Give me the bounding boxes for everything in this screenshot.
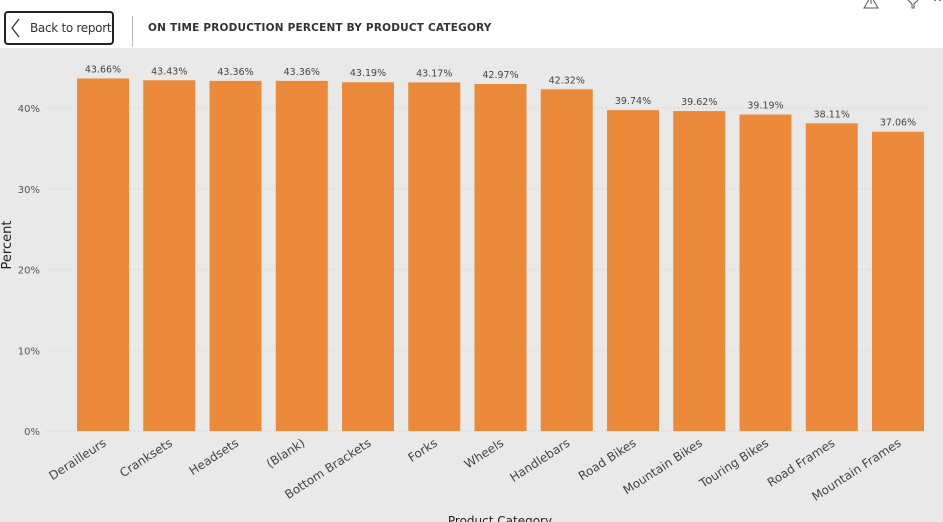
divider	[132, 16, 133, 47]
visual-title: ON TIME PRODUCTION PERCENT BY PRODUCT CA…	[148, 22, 492, 34]
y-tick-label: 20%	[18, 266, 40, 277]
bar[interactable]	[209, 80, 262, 432]
y-tick-label: 40%	[18, 104, 40, 115]
back-label: Back to report	[30, 21, 112, 35]
bar[interactable]	[540, 89, 593, 432]
bar[interactable]	[342, 82, 394, 431]
data-label: 38.11%	[814, 109, 850, 120]
x-tick-label: Wheels	[462, 436, 506, 472]
bar[interactable]	[474, 84, 527, 432]
warning-icon[interactable]	[862, 0, 880, 10]
x-axis-title: Product Category	[448, 514, 552, 522]
data-label: 43.19%	[350, 68, 386, 79]
more-options-icon[interactable]	[932, 0, 943, 10]
bar[interactable]	[805, 123, 858, 431]
data-label: 43.66%	[85, 64, 121, 75]
bar[interactable]	[872, 131, 924, 432]
data-label: 43.17%	[416, 68, 452, 79]
y-tick-label: 0%	[24, 427, 40, 438]
bar[interactable]	[143, 80, 196, 432]
x-tick-label: (Blank)	[264, 436, 308, 471]
filter-icon[interactable]	[906, 0, 920, 10]
x-tick-label: Headsets	[187, 436, 242, 478]
bar[interactable]	[408, 82, 461, 431]
chevron-left-icon	[11, 18, 20, 38]
data-label: 43.36%	[217, 67, 253, 78]
data-label: 37.06%	[880, 118, 916, 129]
y-tick-label: 30%	[18, 185, 40, 196]
data-label: 42.97%	[482, 70, 518, 81]
data-label: 43.36%	[284, 67, 320, 78]
back-to-report-button[interactable]: Back to report	[4, 11, 114, 45]
x-tick-label: Road Bikes	[576, 436, 639, 484]
x-tick-label: Forks	[405, 436, 439, 465]
bar[interactable]	[77, 78, 129, 432]
data-label: 39.62%	[681, 97, 717, 108]
x-tick-label: Derailleurs	[46, 436, 108, 483]
bar[interactable]	[673, 111, 726, 432]
data-label: 39.19%	[747, 101, 783, 112]
x-tick-label: Cranksets	[117, 436, 175, 480]
y-tick-label: 10%	[18, 346, 40, 357]
x-tick-label: Handlebars	[507, 436, 572, 485]
bar[interactable]	[275, 80, 328, 432]
bar[interactable]	[739, 114, 792, 432]
top-bar: Back to report ON TIME PRODUCTION PERCEN…	[0, 0, 943, 48]
x-tick-label: Touring Bikes	[696, 436, 771, 491]
data-label: 43.43%	[151, 66, 187, 77]
y-axis-title: Percent	[0, 221, 15, 270]
bar[interactable]	[607, 110, 659, 432]
data-label: 42.32%	[549, 75, 585, 86]
data-label: 39.74%	[615, 96, 651, 107]
